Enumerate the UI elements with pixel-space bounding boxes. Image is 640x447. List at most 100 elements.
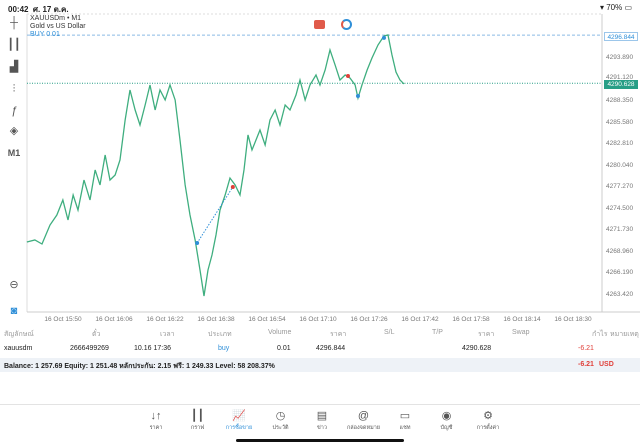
column-header[interactable]: Swap bbox=[512, 329, 530, 336]
battery: ▾ 70% ▭ bbox=[599, 3, 632, 12]
balance-bar: Balance: 1 257.69 Equity: 1 251.48 หลักป… bbox=[0, 358, 640, 372]
column-header[interactable]: ประเภท bbox=[208, 331, 232, 338]
x-tick-label: 16 Oct 17:10 bbox=[299, 316, 337, 323]
timeframe-button[interactable]: M1 bbox=[7, 148, 21, 158]
cell-profit: -6.21 bbox=[578, 345, 594, 352]
y-tick-label: 4293.890 bbox=[606, 54, 634, 61]
nav-item[interactable]: 📈 การซื้อขาย bbox=[217, 409, 261, 432]
sell-trade-marker[interactable] bbox=[345, 74, 350, 79]
column-header[interactable]: หมายเหตุ bbox=[610, 331, 639, 338]
y-tick-label: 4288.350 bbox=[606, 97, 634, 104]
nav-label: การซื้อขาย bbox=[225, 425, 253, 431]
x-tick-label: 16 Oct 17:42 bbox=[401, 316, 439, 323]
balance-summary: Balance: 1 257.69 Equity: 1 251.48 หลักป… bbox=[4, 363, 275, 370]
x-tick-label: 16 Oct 16:38 bbox=[197, 316, 235, 323]
y-tick-label: 4277.270 bbox=[606, 183, 634, 190]
nav-icon: 📈 bbox=[232, 410, 246, 422]
x-tick-label: 16 Oct 18:30 bbox=[554, 316, 592, 323]
objects-icon[interactable]: ⫶ bbox=[12, 83, 16, 95]
zoom-icon[interactable]: ⊖ bbox=[9, 279, 19, 291]
x-tick-label: 16 Oct 16:54 bbox=[248, 316, 286, 323]
sell-button-icon[interactable] bbox=[314, 20, 325, 29]
table-row[interactable]: xauusdm 2666499269 10.16 17:36 buy 0.01 … bbox=[0, 343, 640, 357]
column-header[interactable]: ราคา bbox=[478, 331, 495, 338]
nav-item[interactable]: @ กล่องจดหมาย bbox=[342, 409, 386, 432]
y-tick-label: 4268.960 bbox=[606, 247, 634, 255]
trade-link bbox=[196, 186, 234, 244]
symbol-label: XAUUSDm • M1 bbox=[30, 15, 82, 22]
nav-item[interactable]: ◷ ประวัติ bbox=[259, 409, 303, 432]
column-header[interactable]: S/L bbox=[384, 329, 395, 336]
nav-label: ประวัติ bbox=[272, 425, 289, 431]
nav-icon: ⚙ bbox=[483, 410, 493, 422]
x-tick-label: 16 Oct 16:22 bbox=[146, 316, 184, 323]
column-header[interactable]: ตั๋ว bbox=[92, 331, 101, 338]
y-tick-label: 4291.120 bbox=[606, 74, 634, 81]
column-header[interactable]: T/P bbox=[432, 329, 443, 336]
home-indicator bbox=[236, 439, 404, 442]
sell-trade-marker[interactable] bbox=[230, 184, 235, 189]
crosshair-icon[interactable]: ┼ bbox=[10, 17, 18, 29]
nav-label: บัญชี bbox=[440, 425, 453, 431]
nav-label: กล่องจดหมาย bbox=[346, 425, 381, 431]
y-tick-label: 4263.420 bbox=[606, 290, 634, 298]
nav-icon: ◷ bbox=[275, 410, 286, 422]
x-tick-label: 16 Oct 15:50 bbox=[44, 316, 82, 323]
positions-header: สัญลักษณ์ ตั๋ว เวลา ประเภท Volume ราคา S/L T/P ร… bbox=[0, 327, 640, 341]
function-icon[interactable]: ƒ bbox=[10, 105, 18, 117]
status-bar: 00:42 ศ. 17 ต.ค. ▾ 70% ▭ bbox=[0, 0, 640, 14]
x-tick-label: 16 Oct 17:26 bbox=[350, 316, 388, 323]
nav-item[interactable]: ⚙ การตั้งค่า bbox=[466, 409, 510, 432]
ask-price-tag: 4296.844 bbox=[604, 32, 638, 41]
position-label: BUY 0.01 bbox=[30, 31, 60, 38]
cell-open-price: 4296.844 bbox=[316, 345, 346, 352]
buy-trade-marker[interactable] bbox=[381, 35, 386, 40]
nav-label: การตั้งค่า bbox=[476, 425, 500, 431]
nav-label: แชท bbox=[399, 425, 411, 431]
buy-trade-marker[interactable] bbox=[355, 94, 360, 99]
chart-symbol-info: XAUUSDm • M1 Gold vs US Dollar BUY 0.01 bbox=[30, 15, 86, 39]
nav-label: ข่าว bbox=[317, 425, 327, 431]
nav-item[interactable]: ◉ บัญชี bbox=[425, 409, 469, 432]
indicators-icon[interactable]: ▟ bbox=[9, 61, 19, 73]
bottom-nav: ↓↑ ราคา ┃┃ กราฟ 📈 การซื้อขาย ◷ ประวัติ ▤ ข่าว @ กล่… bbox=[0, 404, 640, 447]
cell-current-price: 4290.628 bbox=[462, 345, 492, 352]
nav-icon: ▤ bbox=[316, 410, 328, 422]
one-click-trading-icon[interactable]: ◙ bbox=[10, 305, 18, 317]
y-tick-label: 4266.190 bbox=[606, 269, 634, 276]
column-header[interactable]: เวลา bbox=[160, 331, 175, 338]
cell-symbol: xauusdm bbox=[4, 345, 33, 352]
nav-item[interactable]: ┃┃ กราฟ bbox=[176, 409, 220, 432]
y-tick-label: 4282.810 bbox=[606, 140, 634, 147]
buy-trade-marker[interactable] bbox=[195, 241, 200, 246]
nav-item[interactable]: ▤ ข่าว bbox=[300, 409, 344, 432]
currency: USD bbox=[599, 361, 614, 368]
y-tick-label: 4280.040 bbox=[606, 161, 634, 169]
nav-icon: @ bbox=[357, 410, 370, 422]
y-tick-label: 4271.730 bbox=[606, 226, 634, 233]
symbol-description: Gold vs US Dollar bbox=[30, 23, 86, 30]
cell-type: buy bbox=[218, 345, 230, 352]
x-tick-label: 16 Oct 16:06 bbox=[95, 316, 133, 323]
nav-label: ราคา bbox=[149, 425, 163, 431]
buy-button-icon[interactable] bbox=[341, 19, 352, 30]
column-header[interactable]: Volume bbox=[268, 329, 292, 336]
column-header[interactable]: ราคา bbox=[330, 331, 347, 338]
price-chart[interactable] bbox=[0, 0, 640, 330]
nav-icon: ▭ bbox=[399, 410, 411, 422]
shapes-icon[interactable]: ◈ bbox=[9, 125, 19, 137]
nav-item[interactable]: ▭ แชท bbox=[383, 409, 427, 432]
bid-price-tag: 4290.628 bbox=[604, 80, 638, 89]
cell-volume: 0.01 bbox=[277, 345, 291, 352]
total-profit: -6.21 bbox=[578, 361, 594, 368]
x-tick-label: 16 Oct 18:14 bbox=[503, 316, 541, 323]
chart-toolbar: ┼ ┃┃ ▟ ⫶ ƒ ◈ M1 ⊖ ◙ bbox=[0, 14, 27, 324]
nav-item[interactable]: ↓↑ ราคา bbox=[134, 409, 178, 432]
nav-icon: ┃┃ bbox=[190, 410, 205, 422]
chart-type-icon[interactable]: ┃┃ bbox=[7, 39, 21, 51]
y-tick-label: 4285.580 bbox=[606, 118, 634, 126]
x-tick-label: 16 Oct 17:58 bbox=[452, 316, 490, 323]
column-header[interactable]: กำไร bbox=[592, 331, 608, 338]
cell-time: 10.16 17:36 bbox=[134, 345, 171, 352]
column-header[interactable]: สัญลักษณ์ bbox=[4, 331, 34, 338]
